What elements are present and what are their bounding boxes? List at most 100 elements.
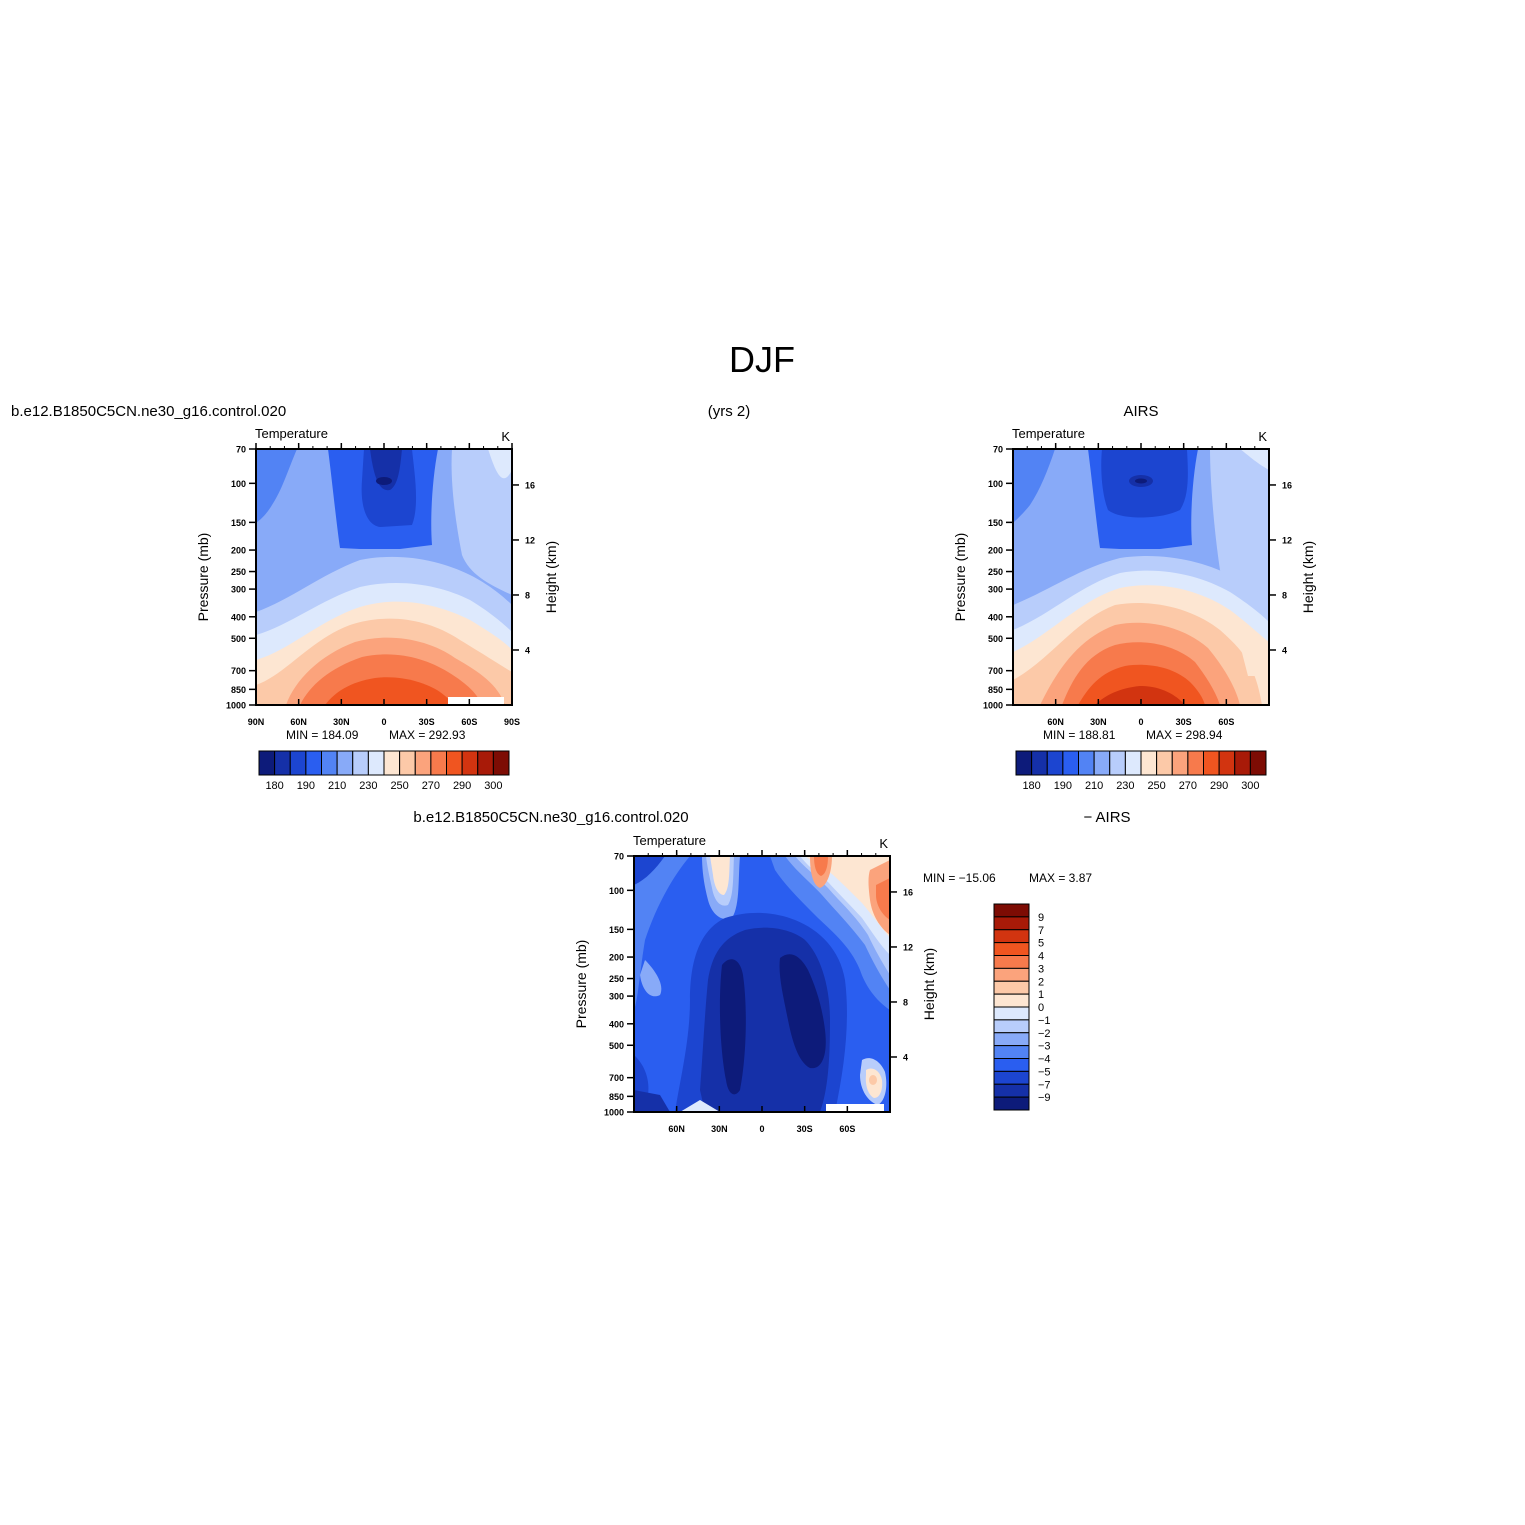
panel-units: K xyxy=(501,429,510,444)
colorbar-swatch xyxy=(305,750,322,776)
colorbar-swatch xyxy=(1234,750,1251,776)
latitude-tick-label: 30S xyxy=(419,717,435,727)
colorbar-tick-label: −3 xyxy=(1038,1041,1051,1053)
colorbar-swatch xyxy=(993,903,1030,918)
panel-3-axes: Temperature K7010015020025030040050070085… xyxy=(573,833,1092,1134)
colorbar-swatch xyxy=(430,750,447,776)
height-tick-label: 4 xyxy=(1282,645,1287,655)
colorbar-tick-label: 2 xyxy=(1038,976,1044,988)
colorbar-tick-label: −1 xyxy=(1038,1015,1051,1027)
colorbar-swatch xyxy=(993,967,1030,982)
height-tick-label: 16 xyxy=(903,887,913,897)
colorbar-tick-label: 180 xyxy=(1022,780,1040,792)
pressure-tick-label: 850 xyxy=(231,685,246,695)
latitude-tick-label: 90S xyxy=(504,717,520,727)
pressure-tick-label: 100 xyxy=(609,886,624,896)
panel-1-axes: Temperature K 70 100 150 200 250 300 400 500 700 85… xyxy=(195,426,559,742)
colorbar-swatch xyxy=(993,1045,1030,1059)
pressure-tick-label: 1000 xyxy=(983,701,1003,711)
colorbar-1: 180 190 210 230 250 270 290 300 xyxy=(258,750,510,792)
pressure-tick-label: 300 xyxy=(609,992,624,1002)
panel-title: Temperature xyxy=(255,426,328,441)
colorbar-swatch xyxy=(993,1083,1030,1098)
colorbar-swatch xyxy=(414,750,432,776)
pressure-tick-label: 100 xyxy=(988,479,1003,489)
colorbar-swatch xyxy=(1218,750,1236,776)
min-value-label: MIN = 184.09 xyxy=(286,728,359,742)
panel-title: Temperature xyxy=(1012,426,1085,441)
colorbar-tick-label: 7 xyxy=(1038,925,1044,937)
colorbar-swatch xyxy=(274,750,291,776)
height-tick-label: 8 xyxy=(903,997,908,1007)
height-tick-label: 12 xyxy=(903,942,913,952)
height-tick-label: 16 xyxy=(1282,480,1292,490)
colorbar-swatch xyxy=(367,750,385,776)
colorbar-swatch xyxy=(1078,750,1095,776)
pressure-tick-label: 200 xyxy=(609,953,624,963)
colorbar-swatch xyxy=(993,980,1030,995)
pressure-axis-label: Pressure (mb) xyxy=(195,533,211,622)
colorbar-layer: 180 190 210 230 250 270 290 300 180 190 210 230 250 2… xyxy=(258,750,1267,1111)
colorbar-swatch xyxy=(1203,750,1220,776)
colorbar-swatch xyxy=(461,750,479,776)
pressure-tick-label: 700 xyxy=(231,666,246,676)
max-value-label: MAX = 298.94 xyxy=(1146,728,1223,742)
pressure-axis-label: Pressure (mb) xyxy=(952,533,968,622)
colorbar-tick-label: 230 xyxy=(359,780,377,792)
latitude-tick-label: 0 xyxy=(759,1124,764,1134)
colorbar-swatch xyxy=(993,1058,1030,1072)
latitude-tick-label: 60S xyxy=(1218,717,1234,727)
latitude-tick-label: 0 xyxy=(381,717,386,727)
panel-units: K xyxy=(1258,429,1267,444)
height-tick-label: 12 xyxy=(1282,535,1292,545)
colorbar-tick-label: 270 xyxy=(1179,780,1197,792)
difference-contour-field xyxy=(634,856,890,1112)
figure-title: DJF xyxy=(729,339,795,380)
latitude-tick-label: 90N xyxy=(248,717,265,727)
colorbar-swatch xyxy=(1093,750,1111,776)
height-tick-label: 4 xyxy=(903,1052,908,1062)
height-axis-label: Height (km) xyxy=(1300,541,1316,613)
colorbar-swatch xyxy=(477,750,494,776)
airs-contour-field xyxy=(1013,449,1269,705)
colorbar-tick-label: −9 xyxy=(1038,1092,1051,1104)
colorbar-tick-label: −4 xyxy=(1038,1054,1051,1066)
colorbar-swatch xyxy=(993,955,1030,969)
colorbar-tick-label: 230 xyxy=(1116,780,1134,792)
pressure-axis-label: Pressure (mb) xyxy=(573,940,589,1029)
height-tick-label: 16 xyxy=(525,480,535,490)
colorbar-swatch xyxy=(1187,750,1204,776)
colorbar-tick-label: 180 xyxy=(265,780,283,792)
colorbar-swatch xyxy=(993,1019,1030,1034)
colorbar-tick-label: 4 xyxy=(1038,951,1044,963)
pressure-tick-label: 150 xyxy=(609,925,624,935)
colorbar-swatch xyxy=(1171,750,1189,776)
height-tick-label: 8 xyxy=(1282,590,1287,600)
colorbar-swatch xyxy=(993,1006,1030,1021)
difference-temperature-panel xyxy=(633,855,891,1113)
latitude-tick-label: 30N xyxy=(1090,717,1107,727)
pressure-tick-label: 70 xyxy=(236,445,246,455)
latitude-tick-label: 60N xyxy=(1047,717,1064,727)
colorbar-swatch xyxy=(1249,750,1267,776)
years-header: (yrs 2) xyxy=(708,403,751,420)
colorbar-swatch xyxy=(993,1032,1030,1047)
obs-header: AIRS xyxy=(1123,403,1158,420)
colorbar-tick-label: 5 xyxy=(1038,938,1044,950)
colorbar-tick-label: 270 xyxy=(422,780,440,792)
panel-2-axes: Temperature K 70 100 150 200 250 300 400 500 700 85… xyxy=(952,426,1316,742)
diff-case-header: b.e12.B1850C5CN.ne30_g16.control.020 xyxy=(413,809,688,826)
colorbar-swatch xyxy=(993,942,1030,956)
colorbar-tick-label: 300 xyxy=(484,780,502,792)
pressure-tick-label: 200 xyxy=(231,546,246,556)
panel-title: Temperature xyxy=(633,833,706,848)
pressure-tick-label: 250 xyxy=(988,567,1003,577)
colorbar-swatch xyxy=(492,750,510,776)
latitude-tick-label: 30S xyxy=(797,1124,813,1134)
pressure-tick-label: 200 xyxy=(988,546,1003,556)
colorbar-swatch xyxy=(1015,750,1033,776)
diff-obs-header: − AIRS xyxy=(1083,809,1130,826)
pressure-tick-label: 500 xyxy=(609,1041,624,1051)
